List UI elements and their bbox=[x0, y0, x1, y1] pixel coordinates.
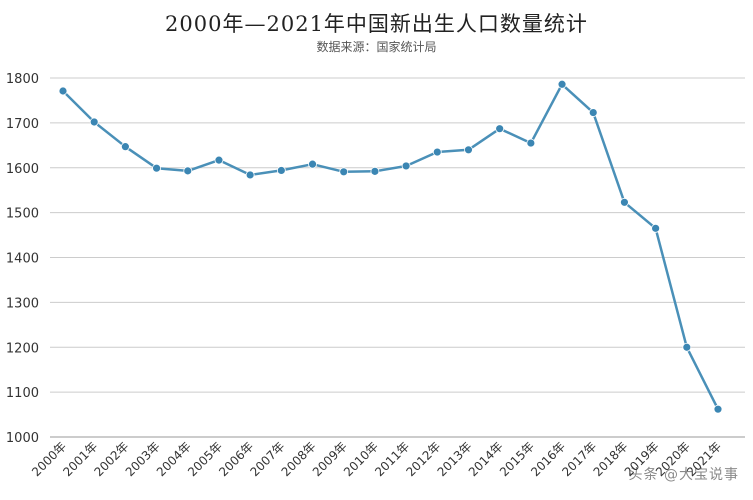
chart-subtitle: 数据来源：国家统计局 bbox=[316, 40, 437, 54]
data-point bbox=[370, 166, 380, 176]
data-point bbox=[464, 145, 473, 155]
grid-lines bbox=[50, 77, 745, 438]
y-axis: 1000 1100 1200 1300 1400 1500 1600 1700 1800 bbox=[6, 72, 39, 446]
y-tick-label: 1300 bbox=[6, 296, 39, 311]
data-point bbox=[651, 223, 661, 233]
data-point bbox=[682, 342, 692, 352]
series bbox=[58, 79, 723, 414]
data-point bbox=[339, 167, 349, 177]
data-point bbox=[276, 166, 286, 175]
data-point bbox=[89, 117, 99, 127]
y-tick-label: 1700 bbox=[6, 117, 39, 132]
data-point bbox=[183, 166, 193, 176]
data-point bbox=[214, 155, 224, 165]
y-tick-label: 1600 bbox=[6, 162, 39, 177]
data-point bbox=[588, 108, 598, 117]
watermark-text: 头条 @大宝说事 bbox=[628, 467, 739, 483]
data-point bbox=[620, 197, 629, 207]
data-point bbox=[557, 79, 567, 89]
y-tick-label: 1000 bbox=[6, 431, 39, 446]
data-point bbox=[432, 147, 442, 157]
data-point bbox=[120, 142, 130, 152]
data-point bbox=[713, 404, 723, 414]
chart-title: 2000年—2021年中国新出生人口数量统计 bbox=[165, 12, 588, 36]
y-tick-label: 1200 bbox=[6, 341, 39, 356]
x-axis: 2000年2001年2002年2003年2004年2005年2006年2007年… bbox=[29, 439, 724, 479]
y-tick-label: 1800 bbox=[6, 72, 39, 87]
data-point bbox=[495, 124, 505, 134]
data-point bbox=[401, 161, 411, 171]
data-point bbox=[526, 138, 536, 148]
data-point bbox=[308, 159, 317, 169]
y-tick-label: 1500 bbox=[6, 207, 39, 222]
data-point bbox=[58, 86, 68, 96]
data-point bbox=[152, 163, 161, 173]
y-tick-label: 1100 bbox=[6, 386, 39, 401]
y-tick-label: 1400 bbox=[6, 252, 39, 267]
data-point bbox=[245, 170, 255, 180]
series-line bbox=[62, 83, 720, 410]
